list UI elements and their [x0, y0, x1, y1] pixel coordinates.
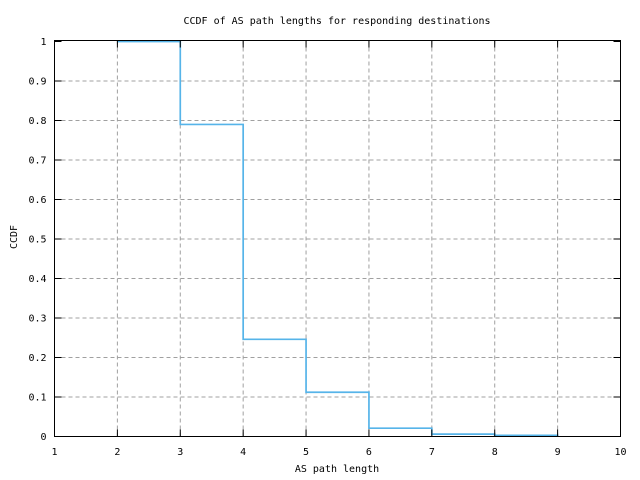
x-tick-label: 5: [303, 447, 309, 458]
y-tick-label: 0.6: [28, 195, 46, 206]
y-tick-label: 0.2: [28, 353, 46, 364]
x-tick-label: 6: [366, 447, 372, 458]
y-tick-label: 1: [40, 37, 46, 48]
x-tick-label: 9: [555, 447, 561, 458]
y-tick-label: 0: [40, 432, 46, 443]
y-tick-label: 0.4: [28, 274, 46, 285]
y-tick-label: 0.8: [28, 116, 46, 127]
y-tick-label: 0.5: [28, 235, 46, 246]
chart-title: CCDF of AS path lengths for responding d…: [183, 16, 490, 27]
x-tick-label: 4: [240, 447, 246, 458]
y-tick-label: 0.7: [28, 156, 46, 167]
x-tick-label: 2: [114, 447, 120, 458]
x-tick-label: 1: [51, 447, 57, 458]
x-tick-label: 8: [492, 447, 498, 458]
axis-layer: 1 2 3 4 5 6 7 8 9 10 0 0.1 0.2 0.3 0.4 0.5 0.6 0.7 0.8 0.9 1: [28, 37, 626, 458]
y-tick-label: 0.9: [28, 77, 46, 88]
x-tick-label: 10: [614, 447, 626, 458]
x-tick-label: 7: [429, 447, 435, 458]
y-tick-label: 0.3: [28, 314, 46, 325]
y-tick-label: 0.1: [28, 393, 46, 404]
x-tick-label: 3: [177, 447, 183, 458]
x-axis-label: AS path length: [295, 464, 379, 475]
y-axis-label: CCDF: [9, 225, 20, 249]
grid-layer: [54, 40, 621, 437]
